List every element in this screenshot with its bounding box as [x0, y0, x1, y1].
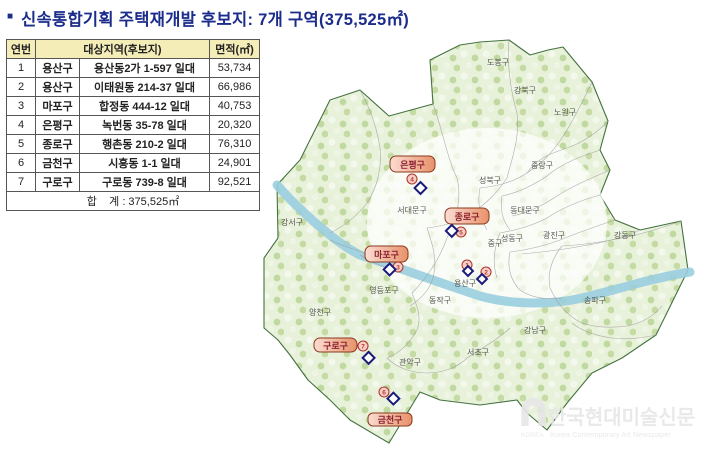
- svg-text:서초구: 서초구: [467, 348, 489, 357]
- svg-text:한국현대미술신문: 한국현대미술신문: [548, 406, 695, 429]
- svg-text:5: 5: [459, 230, 463, 237]
- svg-text:동대문구: 동대문구: [510, 206, 539, 215]
- svg-text:노원구: 노원구: [554, 108, 576, 117]
- svg-text:광진구: 광진구: [543, 230, 565, 240]
- svg-text:종로구: 종로구: [455, 212, 480, 222]
- svg-text:강북구: 강북구: [514, 85, 536, 95]
- svg-text:KOREA: KOREA: [521, 432, 544, 439]
- svg-text:중랑구: 중랑구: [531, 160, 553, 170]
- svg-text:양천구: 양천구: [309, 307, 331, 317]
- svg-text:3: 3: [396, 265, 400, 272]
- svg-text:은평구: 은평구: [400, 159, 425, 170]
- svg-text:성동구: 성동구: [501, 234, 523, 243]
- svg-text:Korea Contemporary Art Newspap: Korea Contemporary Art Newspaper: [550, 430, 671, 439]
- svg-text:마포구: 마포구: [374, 249, 399, 260]
- svg-text:7: 7: [361, 344, 365, 351]
- svg-text:금천구: 금천구: [378, 415, 403, 425]
- svg-text:송파구: 송파구: [584, 296, 606, 305]
- svg-text:서대문구: 서대문구: [397, 206, 426, 215]
- svg-text:동작구: 동작구: [429, 295, 451, 305]
- svg-text:성북구: 성북구: [479, 176, 501, 185]
- svg-text:구로구: 구로구: [323, 341, 348, 351]
- svg-text:강동구: 강동구: [614, 230, 636, 240]
- svg-text:6: 6: [382, 390, 386, 397]
- svg-text:도봉구: 도봉구: [487, 58, 509, 67]
- svg-text:강남구: 강남구: [524, 325, 546, 335]
- svg-text:강서구: 강서구: [281, 217, 303, 227]
- svg-text:용산구: 용산구: [454, 278, 476, 288]
- svg-text:4: 4: [410, 177, 414, 184]
- svg-text:영등포구: 영등포구: [369, 285, 398, 295]
- svg-text:관악구: 관악구: [399, 357, 421, 367]
